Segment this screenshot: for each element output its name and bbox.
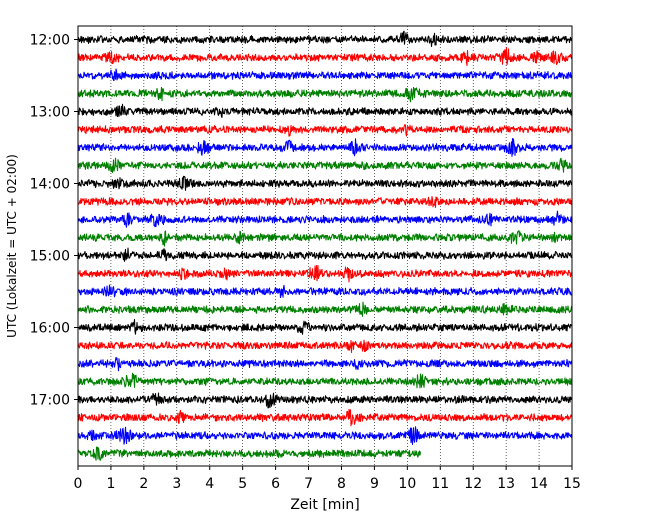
x-axis-label: Zeit [min] [290,497,359,513]
seismic-trace [77,301,573,317]
seismic-trace [77,339,573,354]
seismic-trace [77,426,573,445]
y-axis-label: UTC (Lokalzeit = UTC + 02:00) [5,154,19,338]
seismic-trace [77,356,573,372]
x-tick-label: 15 [563,476,581,492]
seismic-trace [77,157,573,174]
y-tick-label: 16:00 [30,321,70,337]
y-tick-label: 15:00 [30,249,70,265]
seismic-trace [77,210,573,228]
x-tick-label: 3 [172,476,181,492]
y-tick-label: 17:00 [30,393,70,409]
seismic-trace [77,103,573,118]
x-tick-label: 10 [398,476,416,492]
seismic-trace [77,123,573,137]
seismic-trace [77,138,573,157]
x-tick-label: 0 [74,476,83,492]
seismic-trace [77,446,422,461]
seismic-trace [77,408,573,427]
x-tick-label: 1 [106,476,115,492]
seismic-trace [77,196,573,208]
seismic-trace [77,68,573,82]
y-tick-label: 14:00 [30,177,70,193]
seismic-trace [77,47,573,67]
seismic-trace [77,284,573,299]
y-tick-label: 12:00 [30,33,70,49]
seismic-trace [77,30,573,48]
trace-layer [77,30,573,461]
seismic-trace [77,372,573,389]
x-tick-label: 2 [139,476,148,492]
seismic-trace [77,318,573,335]
seismic-trace [77,247,573,262]
seismic-trace [77,264,573,283]
x-tick-label: 13 [497,476,515,492]
x-tick-label: 11 [431,476,449,492]
x-tick-label: 6 [271,476,280,492]
x-tick-label: 14 [530,476,548,492]
x-tick-label: 8 [337,476,346,492]
x-tick-label: 9 [370,476,379,492]
x-tick-label: 4 [205,476,214,492]
y-tick-label: 13:00 [30,105,70,121]
grid-layer [110,26,540,466]
seismic-trace [77,392,573,409]
tick-layer: 0 1 2 3 4 5 6 7 8 9 10 11 12 13 14 1512:0013:0014:0015:… [30,33,581,493]
x-tick-label: 5 [238,476,247,492]
plot-frame [77,25,573,467]
x-tick-label: 7 [304,476,313,492]
seismic-trace [77,86,573,103]
x-tick-label: 12 [464,476,482,492]
seismic-trace [77,175,573,191]
seismic-trace [77,230,573,247]
